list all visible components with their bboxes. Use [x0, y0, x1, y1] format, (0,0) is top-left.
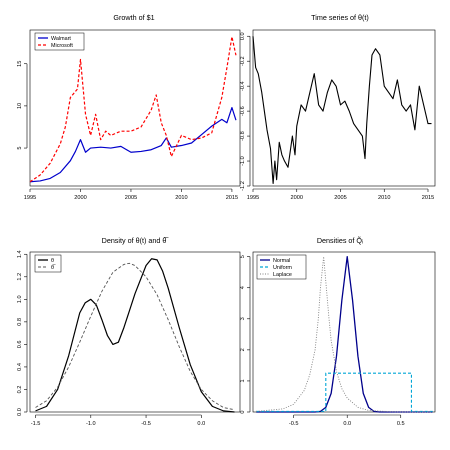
growth-legend: Walmart Microsoft	[34, 32, 85, 51]
y-tick-label: 5	[17, 146, 23, 149]
y-tick-label: 1.0	[17, 295, 23, 303]
y-tick-label: 0	[240, 410, 246, 413]
density-legend-box	[34, 254, 62, 273]
theta-line	[252, 36, 432, 185]
theta-timeseries-panel: Time series of θ(t) 1995 2000 2005 2010 2015…	[240, 13, 436, 201]
legend-uniform: Uniform	[273, 265, 292, 271]
legend-normal: Normal	[273, 258, 290, 264]
y-tick-label: 0.8	[17, 318, 23, 326]
x-tick-label: 1995	[247, 195, 259, 201]
y-tick-label: -1.2	[240, 181, 246, 191]
x-tick-label: 0.0	[343, 421, 351, 427]
y-tick-label: 10	[17, 103, 23, 109]
x-tick-label: 1995	[24, 195, 36, 201]
y-tick-label: 15	[17, 61, 23, 67]
uniform-density-line	[256, 372, 433, 412]
y-tick-label: 4	[240, 286, 246, 289]
x-tick-label: 2005	[334, 195, 346, 201]
y-tick-label: 1.4	[17, 250, 23, 258]
x-tick-label: 2010	[378, 195, 390, 201]
x-tick-label: 2015	[226, 195, 238, 201]
normal-density-line	[256, 256, 433, 413]
y-tick-label: 0.2	[17, 386, 23, 394]
q-legend: Normal Uniform Laplace	[256, 254, 307, 280]
y-tick-label: 0.0	[17, 408, 23, 416]
y-tick-label: -1.0	[240, 156, 246, 166]
y-tick-label: -0.4	[240, 81, 246, 91]
x-tick-label: -0.5	[289, 421, 299, 427]
y-tick-label: 0.0	[240, 32, 246, 40]
x-tick-label: 2000	[74, 195, 86, 201]
growth-title: Growth of $1	[113, 13, 154, 22]
y-tick-label: -0.8	[240, 131, 246, 141]
theta-bar-density-line	[35, 262, 235, 411]
x-tick-label: 2000	[291, 195, 303, 201]
y-tick-label: 3	[240, 317, 246, 320]
growth-legend-box	[34, 32, 85, 51]
x-tick-label: -1.0	[86, 421, 96, 427]
density-legend: θ θ̅	[34, 254, 62, 273]
density-title: Density of θ(t) and θ̅	[102, 236, 170, 245]
x-tick-label: 0.5	[397, 421, 405, 427]
x-tick-label: -0.5	[141, 421, 151, 427]
legend-walmart: Walmart	[51, 36, 71, 42]
y-tick-label: -0.2	[240, 56, 246, 66]
x-tick-label: 2015	[422, 195, 434, 201]
y-tick-label: 1.2	[17, 273, 23, 281]
x-tick-label: 2010	[175, 195, 187, 201]
laplace-density-line	[256, 256, 433, 413]
y-tick-label: -0.6	[240, 106, 246, 116]
growth-plot-box	[29, 29, 241, 187]
y-tick-label: 5	[240, 255, 246, 258]
x-tick-label: 2005	[125, 195, 137, 201]
theta-plot-box	[252, 29, 436, 187]
legend-laplace: Laplace	[273, 272, 292, 278]
legend-theta-bar: θ̅	[51, 264, 56, 271]
density-panel: Density of θ(t) and θ̅ -1.5 -1.0 -0.5 0.0 0…	[17, 236, 241, 427]
x-tick-label: -1.5	[31, 421, 41, 427]
theta-timeseries-title: Time series of θ(t)	[311, 13, 369, 22]
density-plot-box	[29, 251, 241, 413]
walmart-line	[29, 106, 237, 183]
microsoft-line	[29, 36, 237, 183]
y-tick-label: 1	[240, 379, 246, 382]
legend-theta: θ	[51, 258, 54, 264]
growth-panel: Growth of $1 1995 2000 2005 2010 2015 51015 …	[17, 13, 241, 201]
q-densities-panel: Densities of Q̃ᵢ -0.5 0.0 0.5 0 1 2 3 4 5 Norma…	[240, 236, 436, 427]
y-tick-label: 0.6	[17, 341, 23, 349]
q-plot-box	[252, 251, 436, 413]
theta-density-line	[35, 258, 235, 413]
y-tick-label: 0.4	[17, 363, 23, 371]
y-tick-label: 2	[240, 348, 246, 351]
legend-microsoft: Microsoft	[51, 43, 73, 49]
x-tick-label: 0.0	[197, 421, 205, 427]
q-densities-title: Densities of Q̃ᵢ	[317, 236, 363, 245]
